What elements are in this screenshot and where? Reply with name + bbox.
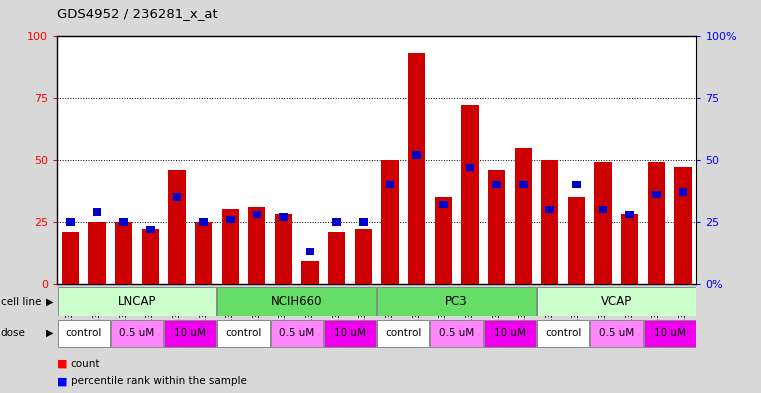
Bar [58, 320, 110, 347]
Text: 10 uM: 10 uM [494, 328, 526, 338]
Bar [221, 209, 239, 284]
Bar [218, 320, 269, 347]
Text: 0.5 uM: 0.5 uM [439, 328, 474, 338]
Bar [218, 287, 376, 316]
Text: ▶: ▶ [46, 297, 53, 307]
Bar [111, 320, 163, 347]
Bar [253, 211, 261, 218]
Bar [88, 222, 106, 284]
Text: control: control [545, 328, 581, 338]
Bar [62, 232, 79, 284]
Bar [306, 248, 314, 255]
Bar [199, 218, 208, 226]
Bar [652, 191, 661, 198]
Bar [648, 162, 665, 284]
Bar [271, 320, 323, 347]
Text: LNCAP: LNCAP [118, 295, 156, 308]
Bar [377, 320, 429, 347]
Text: 10 uM: 10 uM [334, 328, 366, 338]
Bar [537, 287, 696, 316]
Bar [115, 222, 132, 284]
Bar [226, 216, 234, 223]
Bar [412, 151, 421, 159]
Bar [58, 287, 216, 316]
Bar [435, 197, 452, 284]
Bar [164, 320, 216, 347]
Text: 0.5 uM: 0.5 uM [599, 328, 634, 338]
Text: 10 uM: 10 uM [654, 328, 686, 338]
Text: 0.5 uM: 0.5 uM [279, 328, 314, 338]
Bar [142, 229, 159, 284]
Bar [537, 320, 589, 347]
Text: NCIH660: NCIH660 [271, 295, 323, 308]
Text: control: control [65, 328, 102, 338]
Bar [621, 215, 638, 284]
Bar [599, 206, 607, 213]
Bar [168, 170, 186, 284]
Bar [519, 181, 527, 188]
Bar [644, 320, 696, 347]
Text: 0.5 uM: 0.5 uM [119, 328, 154, 338]
Text: control: control [225, 328, 262, 338]
Bar [679, 188, 687, 196]
Text: ▶: ▶ [46, 328, 53, 338]
Text: VCAP: VCAP [600, 295, 632, 308]
Bar [248, 207, 266, 284]
Bar [359, 218, 368, 226]
Bar [408, 53, 425, 284]
Bar [119, 218, 128, 226]
Text: dose: dose [1, 328, 26, 338]
Bar [324, 320, 376, 347]
Bar [626, 211, 634, 218]
Bar [275, 215, 292, 284]
Text: percentile rank within the sample: percentile rank within the sample [71, 376, 247, 386]
Bar [328, 232, 345, 284]
Text: count: count [71, 358, 100, 369]
Bar [355, 229, 372, 284]
Bar [546, 206, 554, 213]
Bar [484, 320, 536, 347]
Bar [195, 222, 212, 284]
Bar [572, 181, 581, 188]
Bar [492, 181, 501, 188]
Bar [386, 181, 394, 188]
Bar [466, 163, 474, 171]
Bar [333, 218, 341, 226]
Bar [377, 287, 536, 316]
Bar [674, 167, 692, 284]
Bar [488, 170, 505, 284]
Bar [439, 201, 447, 208]
Bar [93, 208, 101, 216]
Bar [66, 218, 75, 226]
Bar [541, 160, 559, 284]
Bar [461, 105, 479, 284]
Text: ■: ■ [57, 358, 68, 369]
Bar [594, 162, 612, 284]
Text: control: control [385, 328, 422, 338]
Bar [146, 226, 154, 233]
Bar [279, 213, 288, 220]
Text: GDS4952 / 236281_x_at: GDS4952 / 236281_x_at [57, 7, 218, 20]
Text: cell line: cell line [1, 297, 41, 307]
Bar [381, 160, 399, 284]
Text: PC3: PC3 [445, 295, 468, 308]
Bar [568, 197, 585, 284]
Bar [173, 193, 181, 201]
Bar [514, 147, 532, 284]
Bar [591, 320, 642, 347]
Bar [301, 261, 319, 284]
Text: 10 uM: 10 uM [174, 328, 206, 338]
Text: ■: ■ [57, 376, 68, 386]
Bar [431, 320, 482, 347]
